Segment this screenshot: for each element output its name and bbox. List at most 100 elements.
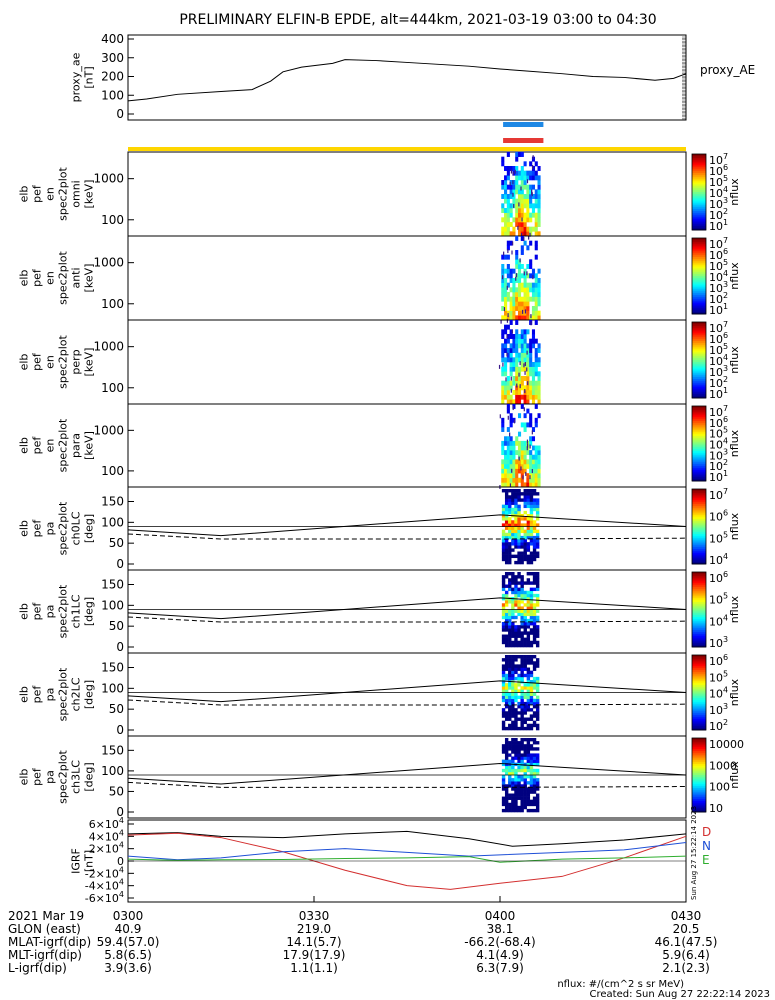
spec2plot_anti-cell: [534, 273, 538, 279]
spec2plot_ch1LC-cell: [514, 578, 518, 582]
spec2plot_ch1LC-cell: [520, 634, 524, 638]
spec2plot_anti-cell: [537, 287, 541, 293]
spec2plot_ch2LC-cell: [501, 720, 506, 725]
spec2plot_ch2LC-cbar-seg: [692, 685, 706, 688]
spec2plot_ch0LC-cbar-seg: [692, 550, 706, 554]
spec2plot_ch0LC-cell: [501, 557, 506, 562]
spec2plot_perp-speck: [511, 329, 513, 334]
spec2plot_ch2LC-cbar-seg: [692, 675, 706, 678]
spec2plot_ch1LC-cell: [501, 603, 506, 607]
spec2plot_ch1LC-cell: [526, 590, 531, 595]
spec2plot_para-cell: [531, 477, 536, 483]
spec2plot_perp-ylabel-line-0: elb: [18, 354, 31, 371]
spec2plot_ch2LC-cell: [526, 698, 531, 703]
spec2plot_ch2LC-cell: [532, 701, 537, 706]
spec2plot_ch0LC-ylabel-line-1: pef: [31, 519, 44, 538]
spec2plot_perp-cbar-seg: [692, 377, 706, 380]
spec2plot_ch3LC-ylabel-line-2: pa: [44, 770, 57, 784]
spec2plot_ch0LC-cell: [535, 532, 540, 537]
spec2plot_ch3LC-cell: [526, 799, 531, 804]
spec2plot_ch1LC-cell: [517, 587, 521, 592]
spec2plot_ch2LC-cell: [520, 658, 524, 662]
spec2plot_anti-cell: [512, 292, 516, 297]
spec2plot_ch0LC-cell: [511, 495, 515, 499]
spec2plot_ch2LC-cell: [535, 683, 540, 687]
spec2plot_ch0LC-cell: [535, 539, 540, 543]
spec2plot_para-cell: [506, 408, 510, 414]
spec2plot_anti-cbar-seg: [692, 257, 706, 260]
spec2plot_para-cell: [520, 468, 524, 474]
spec2plot_ch0LC-cell: [501, 539, 506, 543]
spec2plot_ch2LC-cell: [514, 686, 518, 690]
spec2plot_omni-cbar-seg: [692, 157, 706, 161]
spec2plot_ch0LC-cell: [535, 492, 540, 496]
spec2plot_anti-cell: [504, 301, 508, 307]
spec2plot_ch2LC-cell: [526, 689, 531, 693]
spec2plot_ch1LC-cell: [514, 628, 518, 632]
spec2plot_ch3LC-cbar-seg: [692, 797, 706, 800]
spec2plot_ch1LC-cell: [535, 578, 540, 582]
spec2plot_anti-cell: [504, 310, 508, 316]
spec2plot_ch0LC-cell: [532, 520, 537, 524]
spec2plot_omni-speck: [532, 155, 534, 160]
spec2plot_omni-cell: [520, 166, 524, 171]
spec2plot_para-cell: [534, 422, 538, 428]
spec2plot_para-cbar-tick: 105: [709, 426, 728, 441]
spec2plot_ch0LC-cell: [511, 507, 515, 512]
spec2plot_perp-cell: [529, 338, 533, 344]
spec2plot_omni-cell: [531, 184, 536, 190]
spec2plot_para-cell: [537, 473, 541, 479]
spec2plot_ch2LC-cbar-seg: [692, 709, 706, 712]
spec2plot_ch2LC-cell: [532, 683, 537, 687]
spec2plot_ch0LC-cell: [514, 510, 518, 515]
spec2plot_ch0LC-cell: [520, 492, 524, 496]
spec2plot_ch2LC-cbar-seg: [692, 688, 706, 692]
ae-panel-frame: [127, 34, 687, 121]
spec2plot_omni-cell: [526, 226, 530, 232]
spec2plot_ch2LC-ytick-label: 0: [116, 723, 124, 737]
spec2plot_ch0LC-cell: [501, 514, 506, 518]
spec2plot_omni-speck: [520, 186, 522, 191]
spec2plot_ch3LC-cell: [511, 750, 515, 754]
spec2plot_ch0LC-cbar-seg: [692, 498, 706, 501]
spec2plot_ch2LC-cell: [501, 670, 506, 675]
igrf-legend-N: N: [702, 839, 711, 853]
spec2plot_ch3LC-cell: [517, 787, 521, 791]
spec2plot_ch2LC-cell: [535, 714, 540, 718]
spec2plot_ch0LC-cbar-seg: [692, 494, 706, 497]
spec2plot_anti-cell: [509, 273, 513, 279]
spec2plot_perp-speck: [524, 388, 526, 393]
spec2plot_omni-cell: [520, 226, 524, 232]
spec2plot_ch2LC-cell: [532, 714, 537, 718]
spec2plot_perp-cell: [515, 371, 519, 377]
spec2plot_anti-cell: [537, 301, 541, 307]
spec2plot_ch3LC-cbar-seg: [692, 769, 706, 772]
spec2plot_perp-cbar-seg: [692, 384, 706, 388]
spec2plot_ch3LC-cell: [532, 741, 537, 745]
spec2plot_ch2LC-cbar-tick: 104: [709, 686, 728, 701]
spec2plot_ch1LC-cell: [504, 593, 509, 598]
spec2plot_para-cell: [526, 463, 530, 469]
spec2plot_ch2LC-cell: [508, 661, 512, 665]
spec2plot_ch0LC-cell: [501, 517, 506, 521]
spec2plot_ch3LC-cell: [532, 784, 537, 788]
spec2plot_ch2LC-cell: [523, 686, 527, 690]
spec2plot_ch1LC-cbar-seg: [692, 592, 706, 595]
spec2plot_ch1LC-cell: [529, 643, 534, 648]
spec2plot_para-speck: [509, 432, 511, 437]
spec2plot_ch3LC-cell: [511, 799, 515, 804]
spec2plot_anti-cell: [501, 254, 505, 260]
spec2plot_ch2LC-cbar-seg: [692, 677, 706, 680]
spec2plot_ch2LC-cell: [529, 692, 534, 696]
spec2plot_anti-cell: [506, 315, 510, 321]
spec2plot_ch1LC-ylabel-line-1: pef: [31, 602, 44, 621]
spec2plot_ch3LC-cell: [535, 793, 540, 797]
spec2plot_anti-cell: [523, 306, 527, 311]
spec2plot_perp-cell: [509, 371, 513, 377]
spec2plot_omni-cell: [501, 180, 505, 185]
spec2plot_ch3LC-cbar-seg: [692, 795, 706, 798]
spec2plot_ch2LC-cbar-seg: [692, 718, 706, 722]
spec2plot_omni-cell: [509, 212, 513, 218]
spec2plot_ch3LC-cell: [511, 765, 515, 770]
spec2plot_ch2LC-cell: [514, 655, 518, 659]
